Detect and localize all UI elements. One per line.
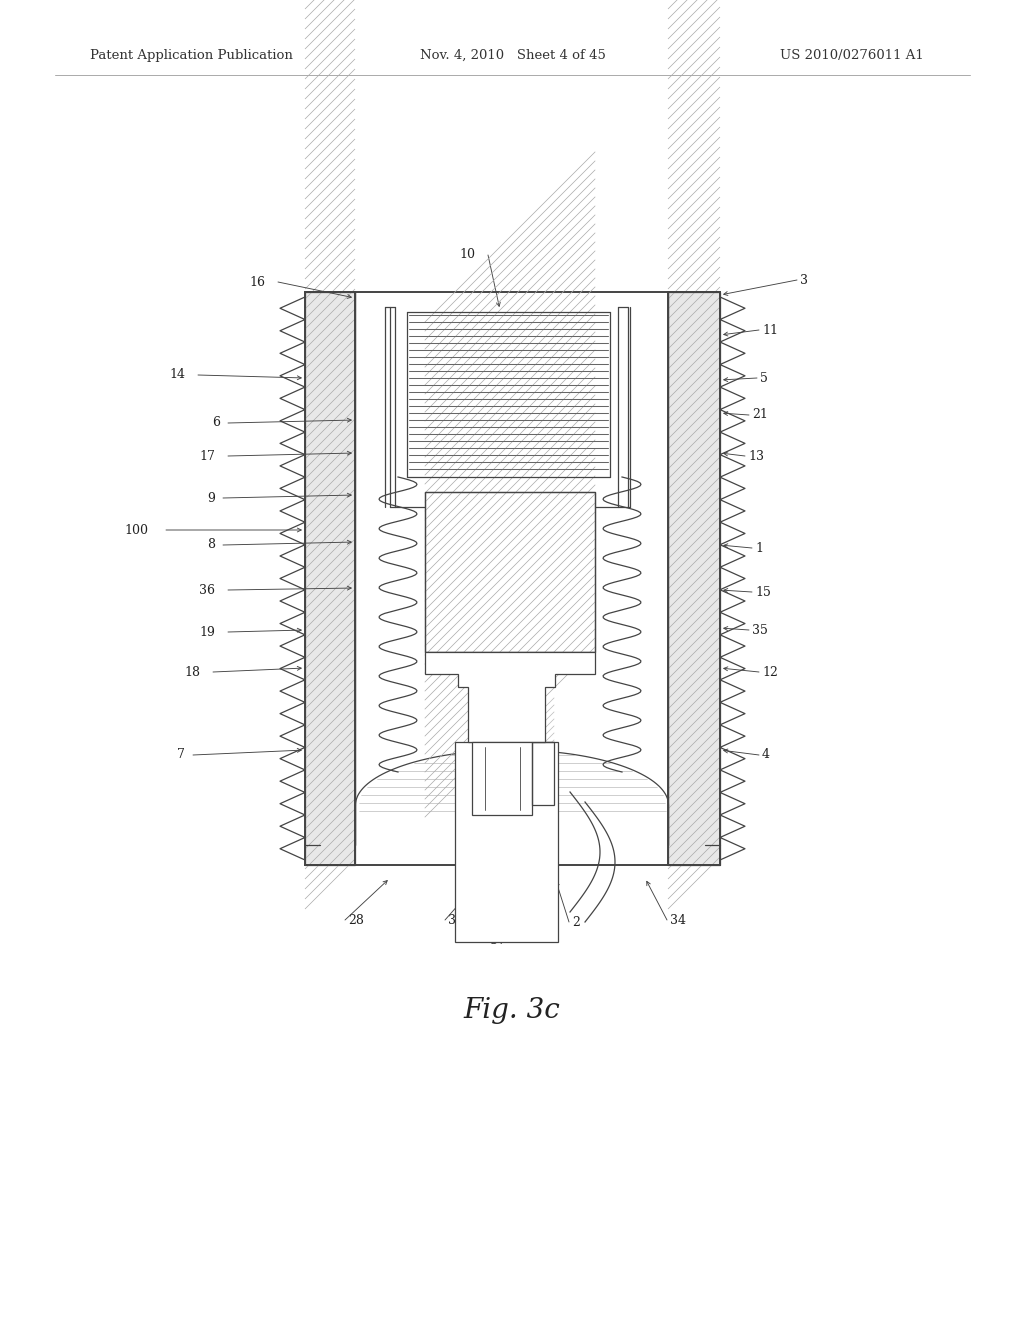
Text: 10: 10 <box>459 248 475 261</box>
Text: 19: 19 <box>199 626 215 639</box>
Text: Nov. 4, 2010   Sheet 4 of 45: Nov. 4, 2010 Sheet 4 of 45 <box>420 49 606 62</box>
Text: 8: 8 <box>207 539 215 552</box>
Text: 34: 34 <box>670 913 686 927</box>
Polygon shape <box>472 742 532 814</box>
Text: 4: 4 <box>762 748 770 762</box>
Text: 32: 32 <box>449 913 464 927</box>
Text: 5: 5 <box>760 371 768 384</box>
Text: 11: 11 <box>762 323 778 337</box>
Polygon shape <box>668 292 720 865</box>
Polygon shape <box>305 292 355 865</box>
Text: 28: 28 <box>348 913 364 927</box>
Polygon shape <box>425 652 595 742</box>
Text: 17: 17 <box>199 450 215 462</box>
Polygon shape <box>425 492 595 652</box>
Text: 18: 18 <box>184 665 200 678</box>
Text: 3: 3 <box>800 273 808 286</box>
Text: 36: 36 <box>199 583 215 597</box>
Text: 9: 9 <box>207 491 215 504</box>
Text: 2: 2 <box>572 916 580 928</box>
Text: 35: 35 <box>752 623 768 636</box>
Polygon shape <box>532 742 554 805</box>
Text: Patent Application Publication: Patent Application Publication <box>90 49 293 62</box>
Text: 21: 21 <box>752 408 768 421</box>
Text: 1: 1 <box>755 541 763 554</box>
Text: US 2010/0276011 A1: US 2010/0276011 A1 <box>780 49 924 62</box>
Text: Fig. 3c: Fig. 3c <box>464 997 560 1023</box>
Text: 13: 13 <box>748 450 764 462</box>
Text: 16: 16 <box>249 276 265 289</box>
Text: 7: 7 <box>177 748 185 762</box>
Polygon shape <box>455 742 558 942</box>
Text: 12: 12 <box>762 665 778 678</box>
Text: 37: 37 <box>490 933 506 946</box>
Text: 14: 14 <box>169 368 185 381</box>
Text: 100: 100 <box>124 524 148 536</box>
Text: 15: 15 <box>755 586 771 598</box>
Text: 6: 6 <box>212 417 220 429</box>
